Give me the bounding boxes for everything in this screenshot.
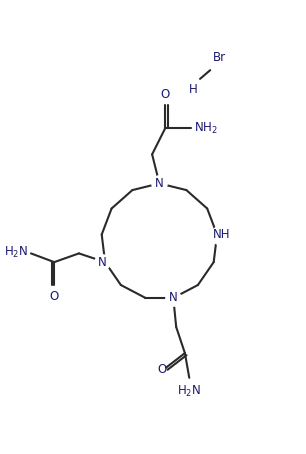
Text: Br: Br [213,51,226,64]
Text: O: O [157,363,166,375]
Text: N: N [155,177,164,190]
Text: N: N [169,291,178,305]
Text: H$_2$N: H$_2$N [4,244,28,260]
Text: O: O [161,88,170,101]
Text: O: O [50,290,59,303]
Text: NH$_2$: NH$_2$ [194,121,218,136]
Text: N: N [98,256,106,269]
Text: NH: NH [213,228,230,241]
Text: H$_2$N: H$_2$N [177,384,201,399]
Text: H: H [188,83,197,96]
